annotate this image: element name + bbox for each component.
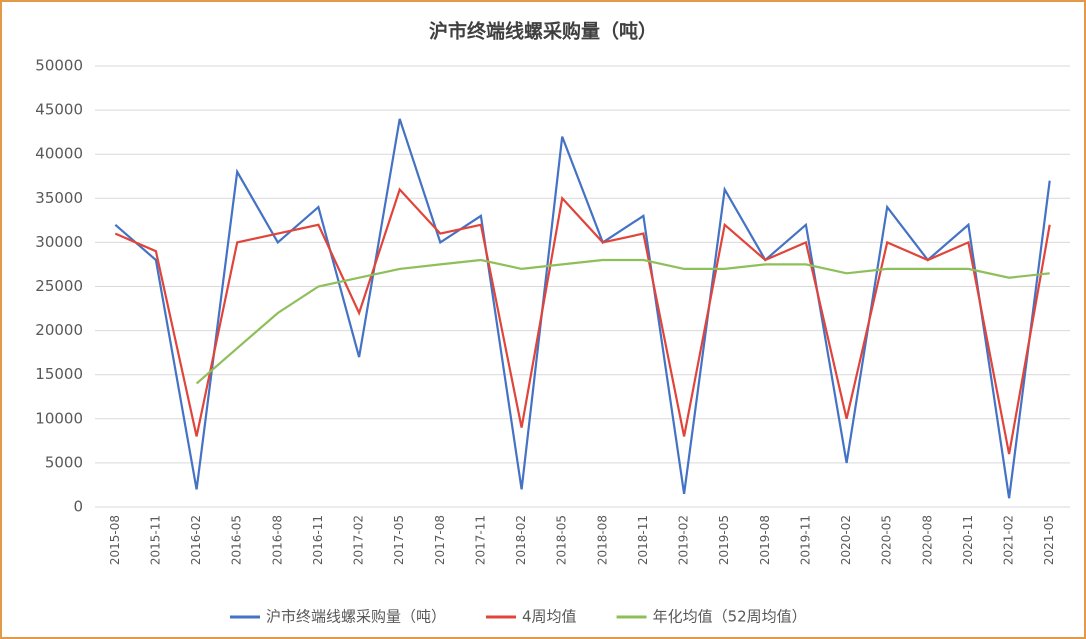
x-tick-label: 2020-11 bbox=[961, 515, 975, 565]
x-tick-label: 2015-08 bbox=[108, 515, 122, 565]
x-tick-label: 2021-05 bbox=[1042, 515, 1056, 565]
x-tick-label: 2018-11 bbox=[636, 515, 650, 565]
x-tick-label: 2018-02 bbox=[514, 515, 528, 565]
x-tick-label: 2017-05 bbox=[392, 515, 406, 565]
y-tick-label: 10000 bbox=[35, 409, 83, 427]
x-tick-label: 2017-11 bbox=[473, 515, 487, 565]
series-line bbox=[114, 187, 1051, 455]
x-tick-label: 2019-11 bbox=[798, 515, 812, 565]
legend-label: 4周均值 bbox=[522, 608, 577, 626]
x-tick-label: 2019-08 bbox=[758, 515, 772, 565]
x-tick-label: 2018-08 bbox=[595, 515, 609, 565]
x-tick-label: 2016-02 bbox=[189, 515, 203, 565]
legend-label: 年化均值（52周均值） bbox=[653, 608, 807, 626]
y-tick-label: 15000 bbox=[35, 365, 83, 383]
x-tick-label: 2016-11 bbox=[311, 515, 325, 565]
chart-title: 沪市终端线螺采购量（吨） bbox=[429, 20, 657, 43]
y-tick-label: 5000 bbox=[45, 453, 83, 471]
x-tick-label: 2020-02 bbox=[839, 515, 853, 565]
x-tick-label: 2019-02 bbox=[677, 515, 691, 565]
x-tick-label: 2017-02 bbox=[352, 515, 366, 565]
y-tick-label: 45000 bbox=[35, 101, 83, 119]
series-line bbox=[195, 258, 1050, 385]
x-tick-label: 2015-11 bbox=[148, 515, 162, 565]
x-tick-label: 2016-08 bbox=[270, 515, 284, 565]
y-tick-label: 30000 bbox=[35, 233, 83, 251]
y-tick-label: 35000 bbox=[35, 189, 83, 207]
y-tick-label: 20000 bbox=[35, 321, 83, 339]
y-tick-label: 40000 bbox=[35, 145, 83, 163]
y-tick-label: 0 bbox=[73, 498, 83, 516]
y-tick-label: 50000 bbox=[35, 57, 83, 75]
y-tick-label: 25000 bbox=[35, 277, 83, 295]
x-tick-label: 2020-08 bbox=[920, 515, 934, 565]
series-line bbox=[114, 118, 1051, 499]
x-tick-label: 2020-05 bbox=[880, 515, 894, 565]
legend-label: 沪市终端线螺采购量（吨） bbox=[266, 608, 446, 626]
x-tick-label: 2019-05 bbox=[717, 515, 731, 565]
x-tick-label: 2017-08 bbox=[433, 515, 447, 565]
x-tick-label: 2021-02 bbox=[1002, 515, 1016, 565]
x-tick-label: 2016-05 bbox=[230, 515, 244, 565]
x-tick-label: 2018-05 bbox=[555, 515, 569, 565]
